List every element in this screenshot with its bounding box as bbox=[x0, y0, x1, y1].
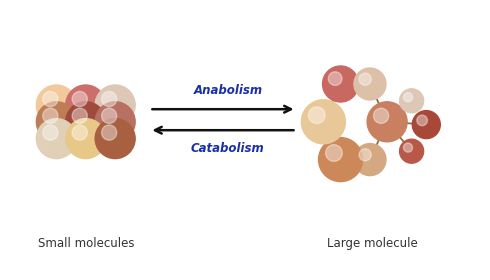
Ellipse shape bbox=[301, 100, 345, 144]
Ellipse shape bbox=[72, 91, 87, 107]
Ellipse shape bbox=[417, 115, 427, 126]
Ellipse shape bbox=[403, 93, 413, 102]
Ellipse shape bbox=[43, 108, 58, 123]
Ellipse shape bbox=[95, 102, 135, 142]
Ellipse shape bbox=[36, 102, 76, 142]
Ellipse shape bbox=[72, 108, 87, 123]
Ellipse shape bbox=[325, 145, 343, 161]
Ellipse shape bbox=[101, 91, 117, 107]
Text: Small molecules: Small molecules bbox=[38, 237, 134, 250]
Ellipse shape bbox=[95, 85, 135, 125]
Ellipse shape bbox=[400, 89, 423, 113]
Ellipse shape bbox=[400, 139, 423, 163]
Ellipse shape bbox=[95, 119, 135, 158]
Ellipse shape bbox=[36, 119, 76, 158]
Ellipse shape bbox=[354, 68, 386, 100]
Ellipse shape bbox=[403, 143, 413, 152]
Ellipse shape bbox=[359, 73, 371, 85]
Ellipse shape bbox=[101, 108, 117, 123]
Ellipse shape bbox=[66, 85, 106, 125]
Ellipse shape bbox=[373, 108, 389, 123]
Ellipse shape bbox=[328, 72, 342, 85]
Ellipse shape bbox=[66, 102, 106, 142]
Ellipse shape bbox=[43, 91, 58, 107]
Ellipse shape bbox=[322, 66, 359, 102]
Text: Anabolism: Anabolism bbox=[193, 85, 263, 97]
Ellipse shape bbox=[359, 149, 371, 161]
Ellipse shape bbox=[308, 107, 325, 123]
Ellipse shape bbox=[412, 111, 441, 139]
Ellipse shape bbox=[36, 85, 76, 125]
Ellipse shape bbox=[101, 125, 117, 140]
Text: Catabolism: Catabolism bbox=[191, 142, 265, 155]
Ellipse shape bbox=[43, 125, 58, 140]
Ellipse shape bbox=[318, 137, 363, 182]
Ellipse shape bbox=[354, 144, 386, 176]
Text: Large molecule: Large molecule bbox=[327, 237, 418, 250]
Ellipse shape bbox=[66, 119, 106, 158]
Ellipse shape bbox=[367, 102, 407, 142]
Ellipse shape bbox=[72, 125, 87, 140]
